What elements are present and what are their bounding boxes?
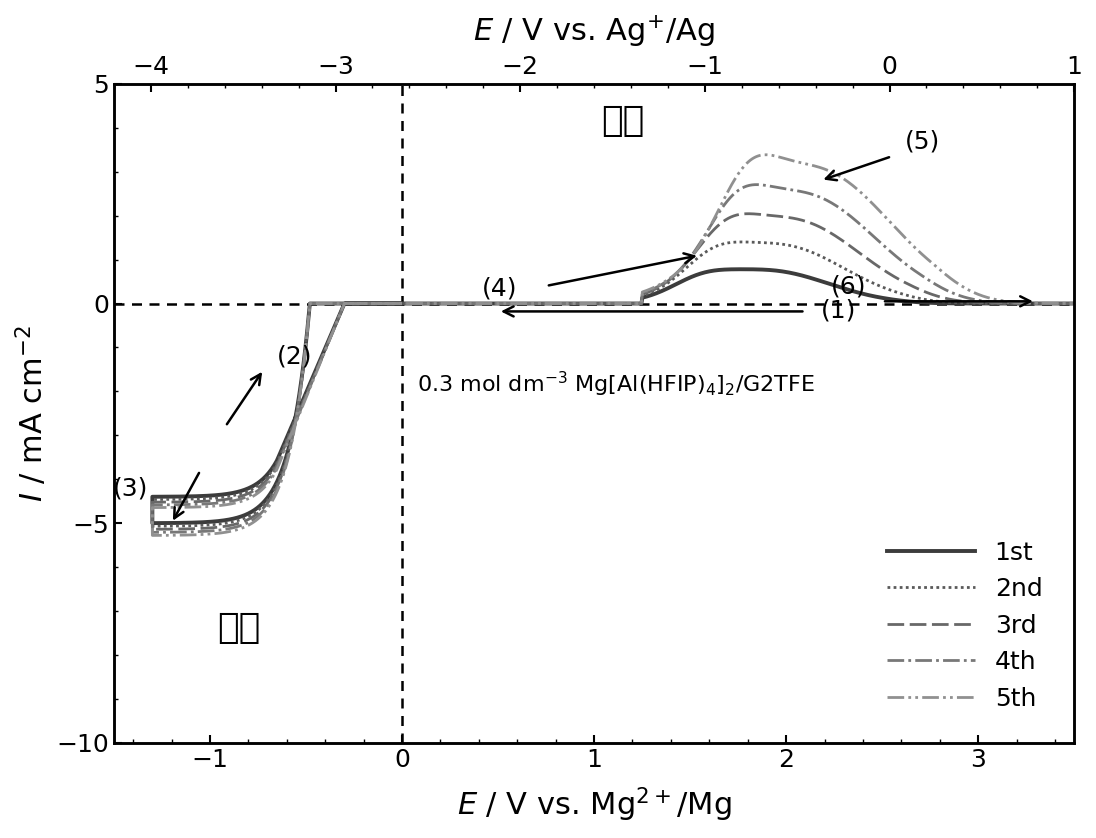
3rd	[307, 298, 320, 308]
4th	[300, 388, 313, 398]
5th	[307, 298, 320, 308]
3rd	[1068, 298, 1081, 308]
1st	[307, 298, 320, 308]
X-axis label: $E$ / V vs. Ag$^{+}$/Ag: $E$ / V vs. Ag$^{+}$/Ag	[473, 14, 715, 49]
Line: 4th: 4th	[152, 184, 1074, 532]
4th	[472, 298, 486, 308]
2nd	[326, 327, 339, 337]
2nd	[307, 298, 320, 308]
5th	[326, 328, 339, 339]
2nd	[300, 386, 313, 396]
5th	[146, 530, 159, 541]
4th	[750, 179, 763, 189]
1st	[472, 298, 486, 308]
3rd	[472, 298, 486, 308]
1st	[1068, 298, 1081, 308]
Y-axis label: $I$ / mA cm$^{-2}$: $I$ / mA cm$^{-2}$	[14, 325, 49, 502]
1st	[338, 298, 351, 308]
4th	[272, 458, 285, 468]
4th	[307, 298, 320, 308]
1st	[300, 385, 313, 395]
3rd	[300, 387, 313, 397]
3rd	[146, 525, 159, 535]
4th	[146, 527, 159, 537]
3rd	[326, 328, 339, 338]
4th	[396, 298, 409, 308]
3rd	[742, 209, 755, 219]
Line: 1st: 1st	[152, 269, 1074, 523]
4th	[326, 328, 339, 338]
2nd	[146, 521, 159, 531]
Text: 0.3 mol dm$^{-3}$ Mg[Al(HFIP)$_4$]$_2$/G2TFE: 0.3 mol dm$^{-3}$ Mg[Al(HFIP)$_4$]$_2$/G…	[418, 370, 815, 399]
Line: 2nd: 2nd	[152, 242, 1074, 526]
2nd	[472, 298, 486, 308]
1st	[396, 298, 409, 308]
Legend: 1st, 2nd, 3rd, 4th, 5th: 1st, 2nd, 3rd, 4th, 5th	[888, 541, 1042, 711]
X-axis label: $E$ / V vs. Mg$^{2+}$/Mg: $E$ / V vs. Mg$^{2+}$/Mg	[457, 785, 731, 824]
Text: 溶解: 溶解	[602, 104, 644, 137]
Line: 5th: 5th	[152, 155, 1074, 535]
5th	[300, 390, 313, 400]
3rd	[396, 298, 409, 308]
3rd	[338, 298, 351, 308]
5th	[272, 460, 285, 470]
Line: 3rd: 3rd	[152, 214, 1074, 530]
Text: (3): (3)	[113, 476, 149, 500]
1st	[146, 518, 159, 528]
Text: 析出: 析出	[217, 611, 261, 645]
2nd	[1068, 298, 1081, 308]
5th	[472, 298, 486, 308]
5th	[760, 150, 773, 160]
1st	[272, 452, 285, 462]
5th	[1068, 298, 1081, 308]
Text: (4): (4)	[482, 277, 517, 300]
3rd	[272, 456, 285, 466]
2nd	[338, 298, 351, 308]
1st	[326, 327, 339, 337]
2nd	[735, 237, 749, 247]
4th	[338, 298, 351, 308]
1st	[735, 264, 749, 274]
Text: (5): (5)	[905, 129, 940, 153]
Text: (6): (6)	[831, 274, 867, 298]
2nd	[272, 453, 285, 463]
4th	[1068, 298, 1081, 308]
Text: (1): (1)	[821, 298, 856, 322]
5th	[338, 298, 351, 308]
Text: (2): (2)	[277, 344, 312, 368]
5th	[396, 298, 409, 308]
2nd	[396, 298, 409, 308]
